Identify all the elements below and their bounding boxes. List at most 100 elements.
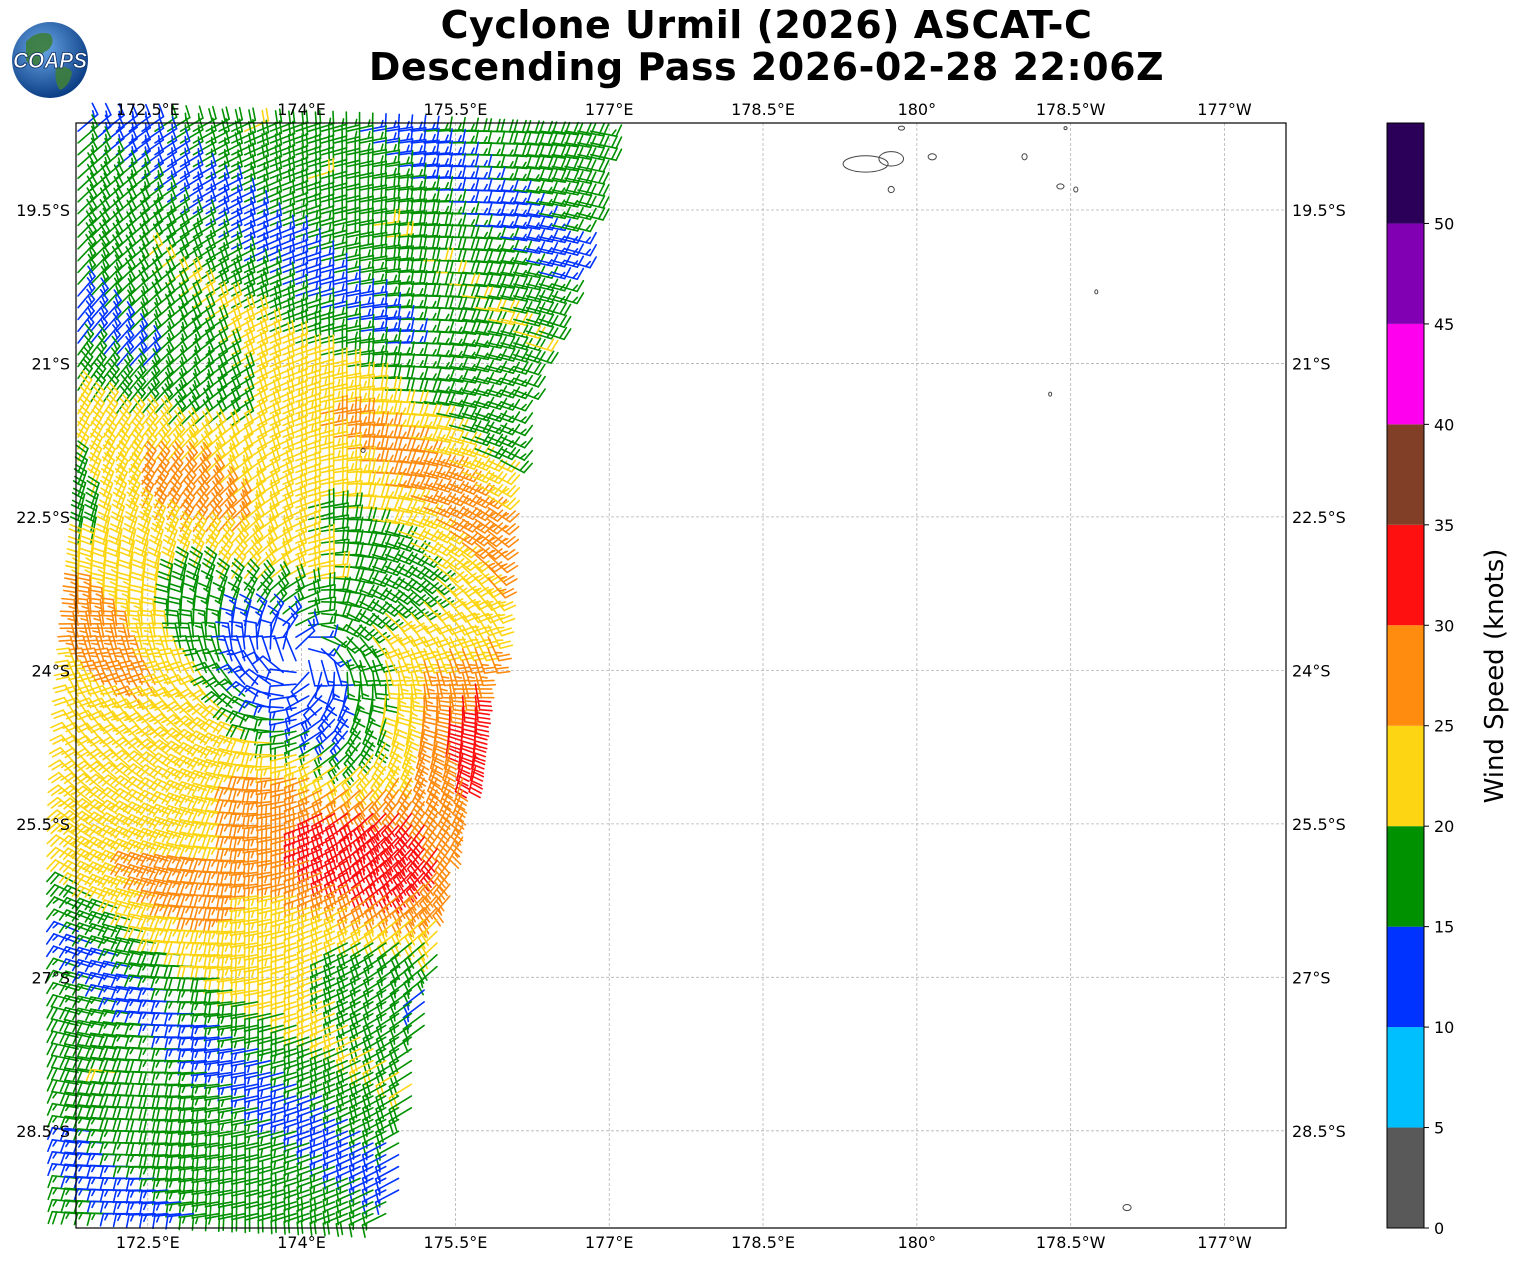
wind-barb bbox=[282, 226, 309, 250]
barb-feather bbox=[88, 218, 97, 231]
barb-feather bbox=[104, 114, 112, 128]
barb-feather bbox=[457, 134, 462, 143]
barb-feather bbox=[156, 220, 164, 234]
barb-feather bbox=[318, 204, 322, 218]
wind-barb bbox=[243, 189, 269, 215]
barb-feather bbox=[436, 151, 440, 166]
wind-barb bbox=[90, 219, 111, 250]
barb-feather bbox=[354, 373, 357, 387]
wind-barb bbox=[295, 145, 322, 168]
wind-barb bbox=[77, 137, 99, 168]
barb-feather bbox=[89, 195, 98, 208]
wind-barb bbox=[243, 213, 269, 238]
barb-feather bbox=[423, 366, 429, 380]
barb-feather bbox=[171, 151, 178, 165]
wind-barb bbox=[384, 221, 414, 238]
barb-feather bbox=[393, 167, 397, 176]
barb-feather bbox=[224, 211, 230, 225]
wind-barb bbox=[307, 251, 335, 274]
barb-feather bbox=[406, 389, 411, 403]
barb-feather bbox=[367, 196, 370, 211]
barb-feather bbox=[521, 143, 528, 158]
barb-feather bbox=[598, 183, 606, 196]
barb-feather bbox=[99, 187, 108, 200]
barb-feather bbox=[318, 262, 322, 277]
barb-feather bbox=[332, 157, 335, 172]
barb-feather bbox=[462, 116, 466, 131]
barb-feather bbox=[318, 427, 322, 442]
barb-feather bbox=[141, 297, 146, 306]
wind-barb bbox=[243, 142, 270, 168]
barb-feather bbox=[141, 255, 150, 268]
barb-feather bbox=[318, 462, 322, 477]
wind-barb bbox=[231, 154, 256, 180]
barb-feather bbox=[470, 147, 475, 156]
barb-feather bbox=[462, 188, 467, 203]
barb-feather bbox=[274, 110, 279, 124]
barb-feather bbox=[305, 168, 309, 183]
barb-feather bbox=[423, 210, 428, 224]
wind-barb bbox=[256, 155, 283, 180]
barb-feather bbox=[397, 448, 403, 463]
barb-feather bbox=[444, 223, 450, 238]
wind-barb bbox=[231, 165, 256, 191]
wind-barb bbox=[218, 130, 243, 156]
barb-feather bbox=[85, 222, 94, 235]
barb-feather bbox=[87, 242, 97, 255]
barb-feather bbox=[419, 402, 425, 416]
barb-feather bbox=[332, 216, 335, 231]
wind-barb bbox=[218, 141, 243, 168]
barb-feather bbox=[470, 285, 476, 299]
barb-feather bbox=[384, 195, 388, 210]
barb-feather bbox=[327, 158, 331, 173]
barb-feather bbox=[128, 243, 137, 256]
barb-feather bbox=[130, 161, 138, 175]
barb-feather bbox=[341, 224, 345, 233]
barb-feather bbox=[615, 136, 623, 149]
wind-barb bbox=[243, 248, 269, 274]
barb-feather bbox=[126, 176, 134, 189]
barb-feather bbox=[300, 345, 304, 360]
wind-barb bbox=[77, 125, 99, 156]
barb-feather bbox=[318, 439, 322, 453]
barb-feather bbox=[170, 186, 177, 200]
barb-feather bbox=[576, 255, 585, 268]
barb-feather bbox=[401, 407, 407, 415]
barb-feather bbox=[305, 250, 309, 265]
barb-feather bbox=[87, 307, 93, 316]
barb-feather bbox=[183, 244, 190, 258]
wind-barb bbox=[500, 399, 534, 412]
barb-feather bbox=[380, 261, 385, 270]
barb-feather bbox=[444, 211, 449, 226]
wind-barb bbox=[564, 256, 597, 269]
barb-feather bbox=[101, 307, 106, 316]
barb-feather bbox=[143, 197, 151, 210]
barb-feather bbox=[449, 223, 454, 238]
barb-feather bbox=[112, 222, 121, 235]
barb-feather bbox=[523, 449, 534, 461]
barb-feather bbox=[238, 118, 244, 133]
barb-feather bbox=[291, 331, 295, 346]
barb-feather bbox=[376, 441, 381, 450]
wind-barb bbox=[218, 106, 244, 132]
barb-feather bbox=[117, 161, 125, 175]
barb-feather bbox=[314, 146, 318, 161]
barb-feather bbox=[315, 293, 319, 302]
barb-feather bbox=[318, 392, 322, 407]
barb-feather bbox=[287, 321, 291, 336]
wind-barb bbox=[295, 251, 322, 274]
barb-feather bbox=[423, 114, 427, 129]
barb-feather bbox=[423, 233, 428, 248]
barb-feather bbox=[436, 139, 440, 154]
wind-barb bbox=[282, 191, 309, 215]
barb-feather bbox=[211, 164, 217, 178]
barb-feather bbox=[410, 173, 414, 188]
wind-barb bbox=[282, 121, 309, 144]
wind-barb bbox=[320, 205, 348, 227]
barb-feather bbox=[289, 256, 292, 266]
barb-feather bbox=[410, 377, 416, 391]
wind-barb bbox=[218, 223, 243, 250]
barb-feather bbox=[393, 155, 397, 164]
barb-feather bbox=[224, 199, 230, 214]
barb-feather bbox=[144, 162, 151, 175]
